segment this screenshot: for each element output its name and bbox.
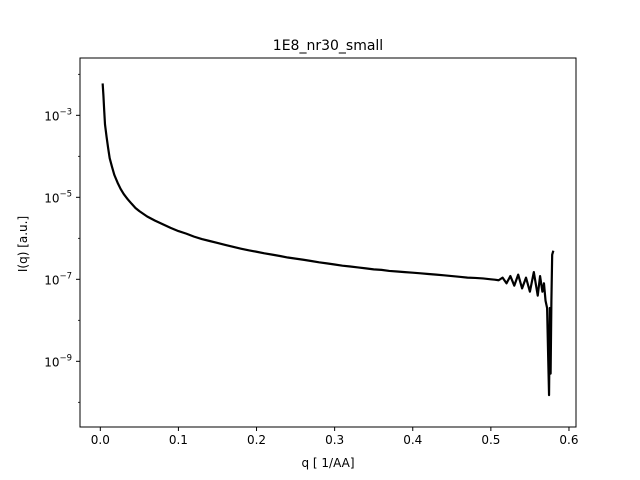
x-axis-label: q [ 1/AA]: [301, 456, 354, 470]
x-tick-label: 0.6: [559, 433, 578, 447]
axes-layer: 0.0 0.1 0.2 0.3 0.4 0.5 0.6 10−3 10−5 10−7 10−9: [44, 57, 579, 447]
chart-title: 1E8_nr30_small: [273, 38, 383, 54]
x-tick-label: 0.1: [169, 433, 188, 447]
x-tick-label: 0.0: [91, 433, 110, 447]
series-line: [101, 83, 555, 397]
y-tick-label: 10−9: [44, 353, 72, 369]
x-tick-label: 0.2: [247, 433, 266, 447]
x-tick-label: 0.3: [325, 433, 344, 447]
axes-frame: [79, 57, 577, 428]
x-tick-label: 0.5: [481, 433, 500, 447]
y-tick-label: 10−3: [44, 107, 72, 123]
y-tick-label: 10−5: [44, 189, 72, 205]
y-axis-label: I(q) [a.u.]: [16, 216, 30, 272]
y-tick-label: 10−7: [44, 271, 72, 287]
data-layer: [101, 83, 555, 397]
x-tick-label: 0.4: [403, 433, 422, 447]
